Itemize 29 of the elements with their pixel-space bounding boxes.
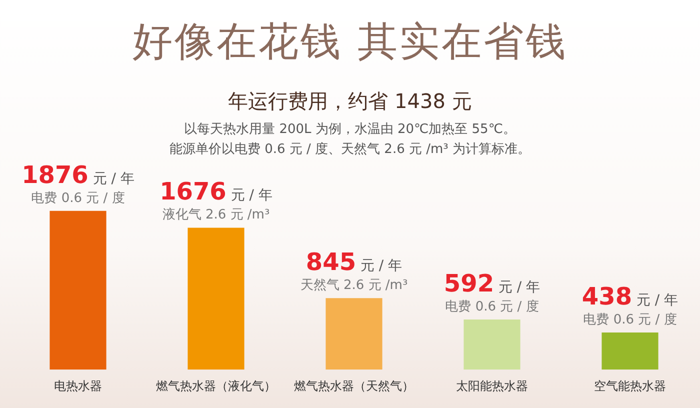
x-tick-label: 太阳能热水器 xyxy=(456,378,528,393)
text: 元 / 年 xyxy=(88,170,134,187)
x-tick-label: 空气能热水器 xyxy=(594,378,666,393)
chart-title: 好像在花钱 其实在省钱 xyxy=(132,18,568,67)
bar xyxy=(326,298,382,370)
bar xyxy=(50,210,106,370)
annotation: 电费 0.6 元 / 度 xyxy=(445,298,539,314)
x-tick-label: 燃气热水器（液化气） xyxy=(156,378,276,393)
text: 以每天热水用量 200L 为例，水温由 20℃加热至 55℃。 xyxy=(183,121,517,138)
annotation: 液化气 2.6 元 /m³ xyxy=(162,208,270,223)
x-tick-label: 燃气热水器（天然气） xyxy=(294,378,414,393)
annotation: 元 / 年 xyxy=(632,292,678,309)
text: 能源单价以电费 0.6 元 / 度、天然气 2.6 元 /m³ 为计算标准。 xyxy=(168,141,532,158)
annotation: 天然气 2.6 元 /m³ xyxy=(300,278,408,294)
data-label: 438 xyxy=(582,282,632,311)
data-label: 1876 xyxy=(22,160,88,189)
text: 元 / 年 xyxy=(226,188,272,204)
data-label: 1676 xyxy=(160,178,226,206)
annotation: 元 / 年 xyxy=(356,258,402,274)
bar xyxy=(464,319,520,370)
x-tick-label: 电热水器 xyxy=(54,378,102,393)
data-label: 845 xyxy=(306,248,356,276)
chart-subtitle: 年运行费用，约省 1438 元 xyxy=(227,88,473,115)
bar xyxy=(188,228,244,370)
data-label: 592 xyxy=(444,269,494,298)
annotation: 元 / 年 xyxy=(494,279,540,296)
text: 电费 0.6 元 / 度 xyxy=(31,190,125,206)
bar xyxy=(602,332,658,370)
annotation: 电费 0.6 元 / 度 xyxy=(583,312,677,328)
